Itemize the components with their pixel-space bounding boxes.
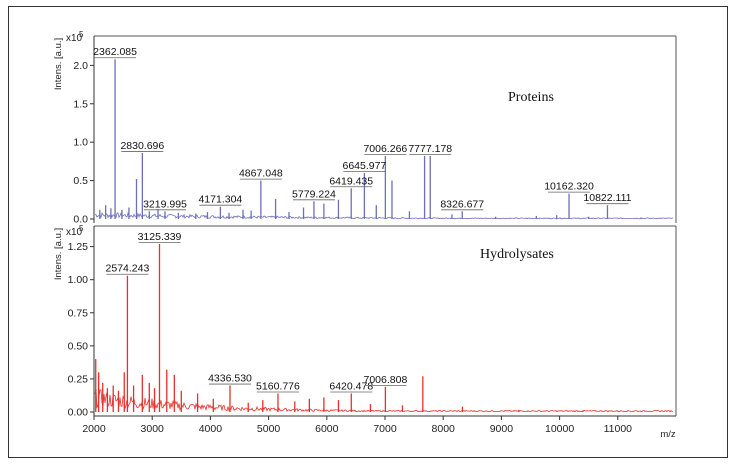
hydrolysates-y-label: Intens. [a.u.] — [53, 228, 64, 280]
proteins-peak-label: 4867.048 — [239, 168, 283, 180]
proteins-peak-label: 10162.320 — [544, 181, 594, 193]
proteins-peak-label: 5779.224 — [292, 188, 336, 200]
proteins-peak-label: 10822.111 — [583, 192, 631, 204]
proteins-peak-label: 2830.696 — [120, 140, 164, 152]
proteins-scale-exponent: 5 — [79, 30, 84, 39]
hydrolysates-peak-label: 2574.243 — [106, 263, 150, 275]
hydrolysates-scale-exponent: 5 — [79, 224, 84, 233]
proteins-peak-label: 8326.677 — [440, 198, 484, 210]
proteins-scale-label: x10 — [66, 33, 83, 44]
proteins-peak-label: 4171.304 — [198, 194, 242, 206]
proteins-y-tick-label: 1.5 — [73, 98, 88, 110]
proteins-spectrum-baseline — [94, 211, 674, 220]
proteins-y-label: Intens. [a.u.] — [53, 38, 64, 90]
proteins-y-tick-label: 2.0 — [73, 60, 88, 72]
proteins-peak-label: 7777.178 — [408, 143, 452, 155]
proteins-peak-label: 6645.977 — [342, 160, 386, 172]
hydrolysates-x-tick-label: 6000 — [315, 423, 339, 435]
proteins-y-tick-label: 1.0 — [73, 137, 88, 149]
hydrolysates-x-label: m/z — [660, 429, 676, 440]
proteins-peak-label: 2362.085 — [93, 46, 137, 58]
hydrolysates-peak-label: 6420.478 — [329, 380, 373, 392]
hydrolysates-peak-label: 3125.339 — [138, 231, 182, 243]
hydrolysates-y-tick-label: 1.25 — [68, 241, 89, 253]
hydrolysates-spectrum-baseline — [94, 388, 673, 413]
hydrolysates-x-tick-label: 5000 — [257, 423, 281, 435]
hydrolysates-x-tick-label: 7000 — [373, 423, 397, 435]
hydrolysates-peak-label: 7006.808 — [363, 374, 407, 386]
proteins-peak-label: 6419.435 — [329, 175, 373, 187]
hydrolysates-y-tick-label: 0.25 — [68, 373, 89, 385]
proteins-peak-label: 3219.995 — [143, 198, 187, 210]
hydrolysates-y-tick-label: 0.50 — [68, 340, 89, 352]
hydrolysates-y-tick-label: 0.00 — [68, 407, 89, 419]
hydrolysates-x-tick-label: 8000 — [432, 423, 456, 435]
proteins-y-tick-label: 0.0 — [73, 214, 88, 226]
hydrolysates-x-tick-label: 9000 — [490, 423, 514, 435]
hydrolysates-y-tick-label: 0.75 — [68, 307, 89, 319]
hydrolysates-y-tick-label: 1.00 — [68, 274, 89, 286]
hydrolysates-x-tick-label: 4000 — [199, 423, 223, 435]
hydrolysates-title: Hydrolysates — [480, 247, 554, 262]
hydrolysates-scale-label: x10 — [66, 227, 83, 238]
hydrolysates-x-tick-label: 3000 — [141, 423, 165, 435]
proteins-y-tick-label: 0.5 — [73, 175, 88, 187]
hydrolysates-peak-label: 5160.776 — [256, 380, 300, 392]
proteins-title: Proteins — [508, 90, 554, 105]
hydrolysates-x-tick-label: 10000 — [545, 423, 574, 435]
hydrolysates-peak-label: 4336.530 — [208, 373, 252, 385]
hydrolysates-x-tick-label: 2000 — [82, 423, 106, 435]
proteins-peak-label: 7006.266 — [363, 143, 407, 155]
hydrolysates-x-tick-label: 11000 — [604, 423, 633, 435]
